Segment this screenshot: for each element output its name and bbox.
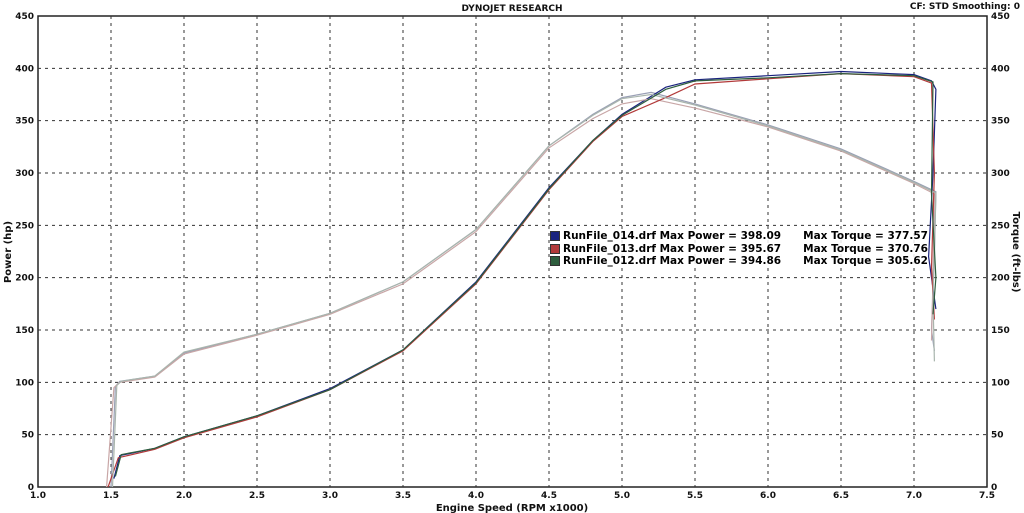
x-tick-label: 5.5 xyxy=(687,491,703,501)
legend-power-label: Max Power = xyxy=(655,242,741,255)
legend-torque-label: Max Torque = xyxy=(803,242,888,255)
y2-tick-label: 0 xyxy=(991,483,997,493)
y-tick-label: 300 xyxy=(15,169,34,179)
y-axis-label: Power (hp) xyxy=(3,221,14,283)
y-tick-label: 400 xyxy=(15,64,34,74)
torque-line xyxy=(111,93,937,488)
x-tick-label: 1.5 xyxy=(103,491,119,501)
legend-file: RunFile_012.drf xyxy=(563,255,656,267)
y2-tick-label: 250 xyxy=(991,221,1010,231)
legend-max-torque: 305.62 xyxy=(887,255,928,267)
legend-power-label: Max Power = xyxy=(655,255,741,267)
legend-max-power: 395.67 xyxy=(740,242,782,255)
torque-line xyxy=(110,91,937,488)
x-tick-label: 1.0 xyxy=(30,491,46,501)
power-line xyxy=(113,70,937,479)
torque-line xyxy=(106,98,936,488)
y-tick-label: 150 xyxy=(15,326,34,336)
legend-file: RunFile_014.drf xyxy=(563,230,656,242)
y2-tick-label: 450 xyxy=(991,12,1010,22)
x-tick-label: 5.0 xyxy=(614,491,630,501)
x-tick-label: 6.5 xyxy=(833,491,849,501)
y2-tick-label: 400 xyxy=(991,64,1010,74)
y-tick-label: 200 xyxy=(15,274,34,284)
chart-title: DYNOJET RESEARCH xyxy=(461,4,562,14)
y2-tick-label: 350 xyxy=(991,117,1010,127)
x-tick-label: 7.5 xyxy=(979,491,995,501)
y-tick-label: 350 xyxy=(15,117,34,127)
x-tick-label: 3.0 xyxy=(322,491,338,501)
y2-tick-label: 100 xyxy=(991,378,1010,388)
x-tick-label: 6.0 xyxy=(760,491,776,501)
legend-max-torque: 377.57 xyxy=(887,230,928,242)
x-tick-label: 2.5 xyxy=(249,491,265,501)
power-line xyxy=(107,72,936,488)
y2-tick-label: 200 xyxy=(991,274,1010,284)
x-tick-label: 4.0 xyxy=(468,491,484,501)
x-axis-label: Engine Speed (RPM x1000) xyxy=(436,503,588,513)
x-tick-label: 4.5 xyxy=(541,491,557,501)
x-tick-label: 2.0 xyxy=(176,491,192,501)
legend-swatch xyxy=(550,256,560,267)
y2-tick-label: 50 xyxy=(991,431,1004,441)
y-tick-label: 250 xyxy=(15,221,34,231)
legend-entry: RunFile_014.drf Max Power = 398.09 Max To… xyxy=(550,230,928,243)
y-tick-label: 0 xyxy=(28,483,34,493)
plot-frame xyxy=(37,15,988,488)
legend-max-power: 398.09 xyxy=(740,230,782,242)
legend-swatch xyxy=(550,243,560,254)
x-tick-label: 7.0 xyxy=(906,491,922,501)
y2-tick-label: 150 xyxy=(991,326,1010,336)
legend-power-label: Max Power = xyxy=(655,230,741,242)
legend-max-torque: 370.76 xyxy=(887,242,928,255)
legend-swatch xyxy=(550,231,560,242)
legend-entry: RunFile_012.drf Max Power = 394.86 Max To… xyxy=(550,255,928,268)
y-tick-label: 50 xyxy=(21,431,34,441)
header-info: CF: STD Smoothing: 0 xyxy=(910,2,1020,12)
x-tick-label: 3.5 xyxy=(395,491,411,501)
legend-torque-label: Max Torque = xyxy=(803,230,888,242)
legend-max-power: 394.86 xyxy=(740,255,782,267)
legend-torque-label: Max Torque = xyxy=(803,255,888,267)
legend-entry: RunFile_013.drf Max Power = 395.67 Max To… xyxy=(550,243,928,256)
legend: RunFile_014.drf Max Power = 398.09 Max To… xyxy=(550,230,928,268)
y-tick-label: 100 xyxy=(15,378,34,388)
y-tick-label: 450 xyxy=(15,12,34,22)
legend-file: RunFile_013.drf xyxy=(563,242,656,255)
power-line xyxy=(114,72,937,477)
y2-tick-label: 300 xyxy=(991,169,1010,179)
y2-axis-label: Torque (ft-lbs) xyxy=(1010,212,1021,293)
